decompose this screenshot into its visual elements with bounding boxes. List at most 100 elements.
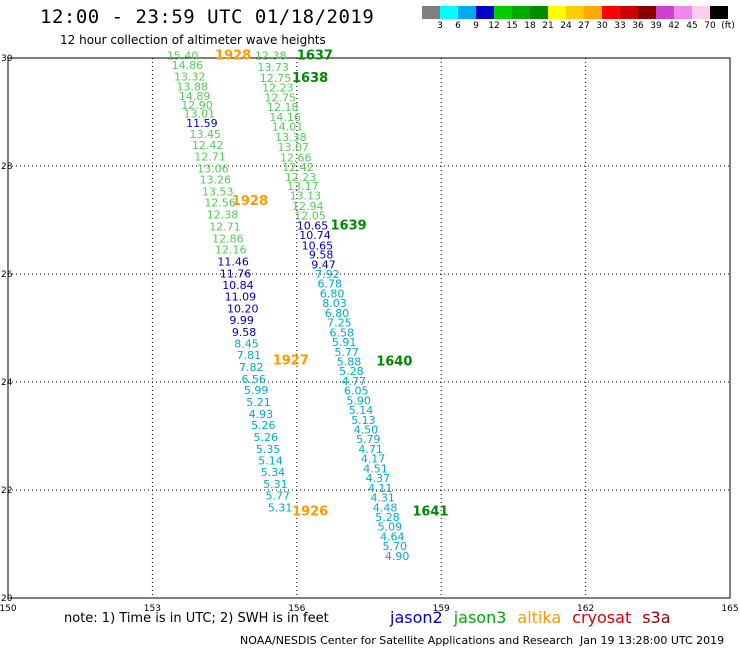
scale-swatch bbox=[476, 6, 494, 19]
scale-swatch bbox=[602, 6, 620, 19]
wave-height-value: 11.76 bbox=[220, 267, 252, 280]
scale-swatch bbox=[656, 6, 674, 19]
wave-height-value: 5.14 bbox=[349, 404, 374, 417]
wave-height-value: 13.53 bbox=[202, 185, 234, 198]
wave-height-value: 13.26 bbox=[200, 174, 232, 187]
wave-height-value: 13.88 bbox=[176, 81, 208, 94]
wave-height-value: 12.38 bbox=[207, 209, 239, 222]
wave-height-value: 5.35 bbox=[256, 443, 280, 456]
wave-height-value: 12.38 bbox=[255, 49, 287, 62]
y-tick-label: 22 bbox=[1, 486, 12, 496]
wave-height-value: 5.13 bbox=[351, 414, 376, 427]
units-note: note: 1) Time is in UTC; 2) SWH is in fe… bbox=[64, 611, 329, 626]
scale-swatch bbox=[710, 6, 728, 19]
wave-height-value: 10.20 bbox=[227, 303, 258, 316]
wave-height-value: 12.05 bbox=[294, 210, 326, 223]
wave-height-value: 4.50 bbox=[354, 424, 379, 437]
wave-height-value: 5.31 bbox=[263, 478, 288, 491]
scale-label: 27 bbox=[578, 21, 590, 31]
pass-time-label: 1927 bbox=[273, 353, 309, 368]
wave-height-value: 4.93 bbox=[249, 408, 274, 421]
wave-height-value: 9.58 bbox=[309, 249, 334, 262]
wave-height-value: 12.42 bbox=[192, 139, 224, 152]
pass-time-label: 1641 bbox=[412, 505, 448, 520]
wave-height-value: 5.70 bbox=[382, 540, 407, 553]
scale-swatch bbox=[674, 6, 692, 19]
wave-height-value: 13.06 bbox=[197, 163, 229, 176]
wave-height-value: 12.42 bbox=[282, 161, 314, 174]
wave-height-value: 6.58 bbox=[330, 326, 355, 339]
wave-height-value: 5.14 bbox=[258, 454, 283, 467]
scale-label: 45 bbox=[686, 21, 698, 31]
scale-swatch bbox=[440, 6, 458, 19]
wave-height-value: 14.86 bbox=[172, 59, 204, 72]
wave-height-value: 6.80 bbox=[325, 307, 350, 320]
footer-credit: NOAA/NESDIS Center for Satellite Applica… bbox=[240, 634, 574, 647]
wave-height-value: 4.90 bbox=[385, 550, 410, 563]
wave-height-value: 5.26 bbox=[251, 419, 276, 432]
scale-label: 39 bbox=[650, 21, 662, 31]
wave-height-value: 6.05 bbox=[344, 385, 369, 398]
scale-swatch bbox=[458, 6, 476, 19]
wave-height-value: 10.84 bbox=[222, 279, 254, 292]
wave-height-value: 12.90 bbox=[181, 99, 213, 112]
wave-height-value: 5.90 bbox=[346, 394, 371, 407]
wave-height-value: 14.16 bbox=[269, 111, 301, 124]
wave-height-value: 5.77 bbox=[266, 489, 291, 502]
satellite-legend: jason2 jason3 altika cryosat s3a bbox=[390, 608, 682, 627]
wave-height-value: 5.21 bbox=[246, 396, 271, 409]
wave-height-value: 8.45 bbox=[234, 338, 259, 351]
wave-height-value: 4.71 bbox=[358, 443, 383, 456]
wave-height-value: 5.88 bbox=[337, 355, 362, 368]
wave-height-value: 12.71 bbox=[194, 150, 226, 163]
scale-label: (ft) bbox=[721, 21, 735, 31]
pass-time-label: 1637 bbox=[297, 48, 333, 63]
wave-height-value: 10.65 bbox=[302, 239, 334, 252]
wave-height-value: 12.75 bbox=[265, 91, 297, 104]
map-frame bbox=[7, 57, 731, 599]
scale-label: 30 bbox=[596, 21, 608, 31]
chart-title: 12:00 - 23:59 UTC 01/18/2019 bbox=[40, 6, 375, 28]
scale-label: 42 bbox=[668, 21, 680, 31]
scale-swatch bbox=[692, 6, 710, 19]
pass-time-label: 1926 bbox=[292, 505, 328, 520]
wave-height-value: 5.28 bbox=[375, 511, 400, 524]
scale-label: 21 bbox=[542, 21, 554, 31]
scale-swatch bbox=[584, 6, 602, 19]
wave-height-value: 11.46 bbox=[217, 256, 249, 269]
legend-cryosat: cryosat bbox=[572, 608, 632, 627]
wave-height-value: 9.58 bbox=[232, 326, 257, 339]
pass-time-label: 1639 bbox=[330, 218, 366, 233]
wave-height-value: 4.37 bbox=[366, 472, 391, 485]
wave-height-value: 5.31 bbox=[268, 501, 293, 514]
wave-height-value: 4.31 bbox=[370, 492, 395, 505]
x-tick-label: 153 bbox=[144, 604, 161, 614]
wave-height-value: 9.47 bbox=[311, 258, 336, 271]
scale-swatch bbox=[620, 6, 638, 19]
wave-height-value: 13.13 bbox=[290, 190, 322, 203]
y-tick-label: 20 bbox=[1, 594, 13, 604]
chart-subtitle: 12 hour collection of altimeter wave hei… bbox=[60, 33, 326, 47]
x-tick-label: 162 bbox=[577, 604, 594, 614]
wave-height-value: 7.82 bbox=[239, 361, 263, 374]
pass-time-label: 1928 bbox=[215, 48, 251, 63]
wave-height-value: 4.51 bbox=[363, 462, 388, 475]
wave-height-value: 5.99 bbox=[244, 384, 269, 397]
wave-height-value: 5.34 bbox=[261, 466, 286, 479]
wave-height-value: 4.64 bbox=[380, 530, 405, 543]
scale-swatch bbox=[548, 6, 566, 19]
wave-height-value: 13.01 bbox=[184, 108, 216, 121]
x-tick-label: 150 bbox=[0, 604, 17, 614]
wave-height-value: 12.18 bbox=[267, 101, 299, 114]
wave-height-value: 14.89 bbox=[179, 90, 211, 103]
wave-height-value: 12.86 bbox=[212, 232, 244, 245]
scale-label: 15 bbox=[506, 21, 518, 31]
wave-height-value: 13.17 bbox=[287, 180, 319, 193]
y-tick-label: 26 bbox=[1, 270, 13, 280]
scale-swatch bbox=[566, 6, 584, 19]
legend-jason3: jason3 bbox=[453, 608, 507, 627]
scale-label: 36 bbox=[632, 21, 644, 31]
wave-height-value: 4.48 bbox=[373, 501, 398, 514]
wave-height-value: 13.32 bbox=[174, 70, 206, 83]
